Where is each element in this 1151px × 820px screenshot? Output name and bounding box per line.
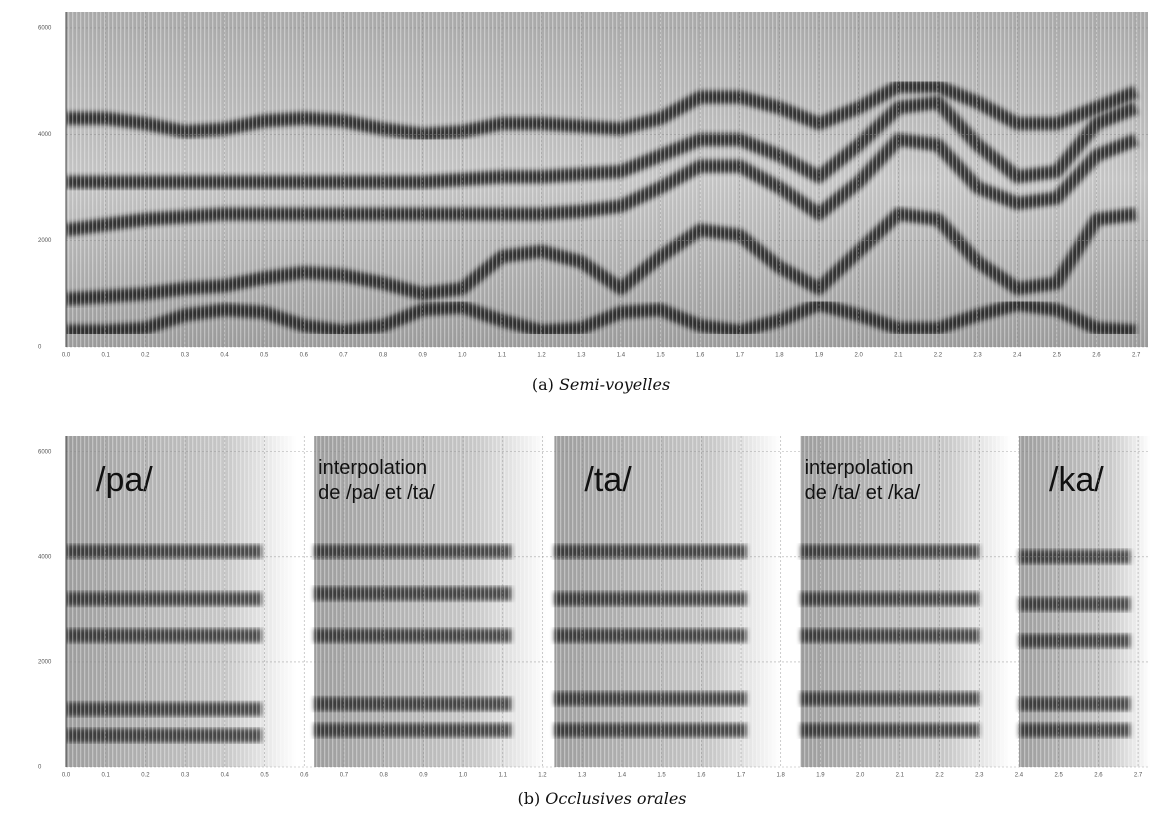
x-tick-label: 1.7 — [737, 773, 746, 779]
x-tick-label: 1.4 — [618, 773, 627, 779]
striation — [314, 436, 547, 767]
x-tick-label: 0.1 — [102, 773, 111, 779]
x-tick-label: 0.8 — [379, 353, 388, 359]
striation — [800, 436, 1012, 767]
x-tick-label: 1.6 — [697, 773, 706, 779]
x-tick-label: 2.6 — [1094, 773, 1103, 779]
x-tick-label: 0.2 — [141, 773, 150, 779]
x-tick-label: 1.3 — [577, 353, 586, 359]
plot-area — [66, 436, 1150, 767]
x-tick-label: 0.5 — [260, 773, 269, 779]
segment-label: /ka/ — [1049, 461, 1104, 499]
segment-label: de /pa/ et /ta/ — [318, 482, 435, 504]
x-tick-label: 1.7 — [736, 353, 745, 359]
y-tick-label: 0 — [38, 765, 42, 771]
x-tick-label: 0.6 — [300, 353, 309, 359]
caption: (a) Semi-voyelles — [532, 375, 670, 394]
plot-area — [66, 12, 1148, 347]
x-tick-label: 1.8 — [775, 353, 784, 359]
caption-label: (a) — [532, 375, 554, 394]
x-tick-label: 1.8 — [777, 773, 786, 779]
x-tick-label: 1.1 — [499, 773, 508, 779]
x-tick-label: 1.6 — [696, 353, 705, 359]
x-tick-label: 0.3 — [181, 773, 190, 779]
x-tick-label: 0.4 — [220, 353, 229, 359]
x-tick-label: 2.7 — [1132, 353, 1141, 359]
x-tick-label: 1.0 — [459, 773, 468, 779]
x-tick-label: 2.4 — [1013, 353, 1022, 359]
x-tick-label: 2.1 — [894, 353, 903, 359]
y-tick-label: 6000 — [38, 26, 52, 32]
segment-label: /ta/ — [584, 461, 632, 499]
x-tick-label: 0.5 — [260, 353, 269, 359]
x-tick-label: 2.4 — [1015, 773, 1024, 779]
x-tick-label: 0.6 — [300, 773, 309, 779]
caption-text: Semi-voyelles — [559, 375, 670, 394]
x-tick-label: 1.9 — [815, 353, 824, 359]
y-tick-label: 2000 — [38, 659, 52, 665]
x-tick-label: 1.2 — [538, 773, 547, 779]
x-tick-label: 0.3 — [181, 353, 190, 359]
segment-label: de /ta/ et /ka/ — [805, 482, 921, 504]
y-tick-label: 0 — [38, 345, 42, 351]
x-tick-label: 1.9 — [816, 773, 825, 779]
y-tick-label: 2000 — [38, 238, 52, 244]
x-tick-label: 2.3 — [975, 773, 984, 779]
x-tick-label: 0.0 — [62, 773, 71, 779]
x-tick-label: 2.5 — [1053, 353, 1062, 359]
striation — [1018, 436, 1150, 767]
x-tick-label: 0.9 — [419, 353, 428, 359]
segment-label: interpolation — [318, 457, 427, 479]
x-tick-label: 2.6 — [1092, 353, 1101, 359]
x-tick-label: 2.0 — [855, 353, 864, 359]
y-tick-label: 4000 — [38, 554, 52, 560]
x-tick-label: 2.7 — [1134, 773, 1143, 779]
x-tick-label: 0.9 — [419, 773, 428, 779]
x-tick-label: 0.4 — [221, 773, 230, 779]
x-tick-label: 1.5 — [657, 773, 666, 779]
striation — [66, 436, 297, 767]
x-tick-label: 2.2 — [935, 773, 944, 779]
segment-label: interpolation — [805, 457, 914, 479]
segment-label: /pa/ — [96, 461, 153, 499]
x-tick-label: 0.8 — [379, 773, 388, 779]
striation — [66, 12, 1148, 347]
x-tick-label: 0.2 — [141, 353, 150, 359]
x-tick-label: 1.0 — [458, 353, 467, 359]
x-tick-label: 2.2 — [934, 353, 943, 359]
x-tick-label: 1.3 — [578, 773, 587, 779]
x-tick-label: 1.4 — [617, 353, 626, 359]
x-tick-label: 2.3 — [973, 353, 982, 359]
x-tick-label: 1.1 — [498, 353, 507, 359]
x-tick-label: 1.5 — [656, 353, 665, 359]
x-tick-label: 0.7 — [340, 773, 349, 779]
striation — [554, 436, 781, 767]
x-tick-label: 1.2 — [537, 353, 546, 359]
y-tick-label: 4000 — [38, 132, 52, 138]
x-tick-label: 2.0 — [856, 773, 865, 779]
x-tick-label: 0.7 — [339, 353, 348, 359]
x-tick-label: 0.0 — [62, 353, 71, 359]
y-tick-label: 6000 — [38, 449, 52, 455]
x-tick-label: 0.1 — [101, 353, 110, 359]
caption-text: Occlusives orales — [545, 789, 686, 808]
caption-label: (b) — [517, 789, 540, 808]
caption: (b) Occlusives orales — [517, 789, 686, 808]
x-tick-label: 2.5 — [1055, 773, 1064, 779]
x-tick-label: 2.1 — [896, 773, 905, 779]
